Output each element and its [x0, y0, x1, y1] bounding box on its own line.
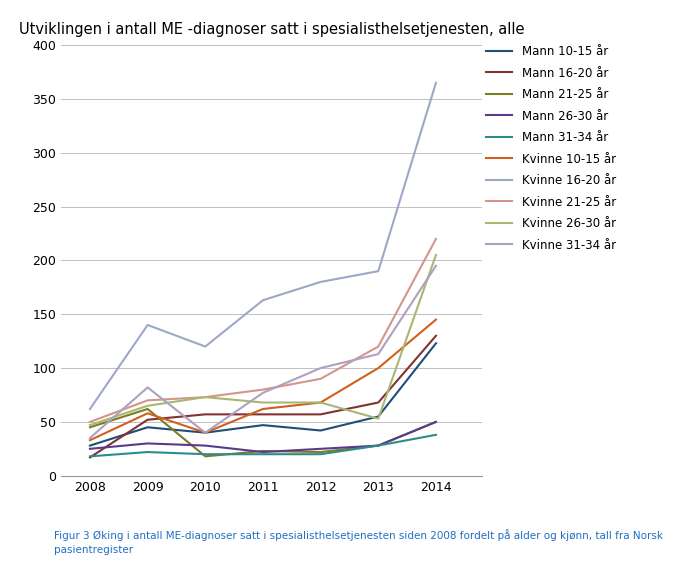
Mann 10-15 år — [201, 429, 209, 436]
Kvinne 21-25 år — [432, 235, 440, 242]
Mann 26-30 år — [143, 440, 151, 447]
Line: Kvinne 21-25 år: Kvinne 21-25 år — [90, 239, 436, 422]
Mann 16-20 år — [86, 454, 94, 461]
Mann 26-30 år — [316, 445, 325, 452]
Kvinne 16-20 år — [374, 268, 382, 275]
Mann 31-34 år — [432, 431, 440, 438]
Title: Utviklingen i antall ME -diagnoser satt i spesialisthelsetjenesten, alle: Utviklingen i antall ME -diagnoser satt … — [19, 22, 524, 37]
Kvinne 10-15 år — [201, 429, 209, 436]
Mann 26-30 år — [259, 449, 267, 455]
Kvinne 31-34 år — [432, 262, 440, 269]
Line: Mann 31-34 år: Mann 31-34 år — [90, 435, 436, 457]
Kvinne 31-34 år — [143, 384, 151, 391]
Line: Mann 10-15 år: Mann 10-15 år — [90, 343, 436, 445]
Kvinne 26-30 år — [143, 403, 151, 409]
Mann 26-30 år — [374, 442, 382, 449]
Mann 21-25 år — [201, 453, 209, 460]
Kvinne 26-30 år — [259, 399, 267, 406]
Mann 16-20 år — [374, 399, 382, 406]
Line: Mann 26-30 år: Mann 26-30 år — [90, 422, 436, 452]
Kvinne 10-15 år — [143, 410, 151, 417]
Kvinne 16-20 år — [259, 297, 267, 303]
Kvinne 16-20 år — [432, 79, 440, 86]
Mann 21-25 år — [143, 405, 151, 412]
Mann 10-15 år — [374, 413, 382, 420]
Line: Mann 16-20 år: Mann 16-20 år — [90, 336, 436, 457]
Legend: Mann 10-15 år, Mann 16-20 år, Mann 21-25 år, Mann 26-30 år, Mann 31-34 år, Kvinn: Mann 10-15 år, Mann 16-20 år, Mann 21-25… — [486, 45, 616, 252]
Mann 31-34 år — [316, 451, 325, 458]
Kvinne 21-25 år — [316, 376, 325, 382]
Mann 16-20 år — [143, 417, 151, 423]
Mann 10-15 år — [259, 422, 267, 428]
Kvinne 16-20 år — [316, 279, 325, 285]
Line: Kvinne 10-15 år: Kvinne 10-15 år — [90, 320, 436, 440]
Kvinne 26-30 år — [316, 399, 325, 406]
Mann 31-34 år — [201, 451, 209, 458]
Mann 16-20 år — [201, 411, 209, 418]
Mann 21-25 år — [374, 442, 382, 449]
Kvinne 16-20 år — [86, 405, 94, 412]
Mann 26-30 år — [432, 418, 440, 425]
Kvinne 21-25 år — [143, 397, 151, 404]
Mann 31-34 år — [259, 451, 267, 458]
Mann 26-30 år — [86, 445, 94, 452]
Kvinne 10-15 år — [259, 405, 267, 412]
Text: Figur 3 Øking i antall ME-diagnoser satt i spesialisthelsetjenesten siden 2008 f: Figur 3 Øking i antall ME-diagnoser satt… — [54, 529, 663, 555]
Kvinne 21-25 år — [374, 343, 382, 350]
Kvinne 10-15 år — [374, 365, 382, 372]
Kvinne 10-15 år — [432, 316, 440, 323]
Mann 10-15 år — [143, 424, 151, 431]
Kvinne 31-34 år — [259, 390, 267, 396]
Kvinne 16-20 år — [143, 321, 151, 328]
Mann 21-25 år — [316, 449, 325, 455]
Kvinne 26-30 år — [374, 415, 382, 422]
Kvinne 21-25 år — [86, 418, 94, 425]
Kvinne 16-20 år — [201, 343, 209, 350]
Mann 16-20 år — [316, 411, 325, 418]
Line: Mann 21-25 år: Mann 21-25 år — [90, 409, 436, 457]
Mann 10-15 år — [86, 442, 94, 449]
Mann 16-20 år — [259, 411, 267, 418]
Mann 21-25 år — [86, 424, 94, 431]
Mann 26-30 år — [201, 442, 209, 449]
Line: Kvinne 26-30 år: Kvinne 26-30 år — [90, 255, 436, 425]
Kvinne 31-34 år — [86, 435, 94, 441]
Kvinne 31-34 år — [374, 351, 382, 358]
Kvinne 21-25 år — [259, 386, 267, 393]
Kvinne 10-15 år — [316, 399, 325, 406]
Kvinne 26-30 år — [432, 252, 440, 258]
Kvinne 31-34 år — [201, 429, 209, 436]
Kvinne 31-34 år — [316, 365, 325, 372]
Line: Kvinne 16-20 år: Kvinne 16-20 år — [90, 83, 436, 409]
Kvinne 10-15 år — [86, 437, 94, 444]
Line: Kvinne 31-34 år: Kvinne 31-34 år — [90, 266, 436, 438]
Mann 31-34 år — [374, 442, 382, 449]
Mann 10-15 år — [316, 427, 325, 434]
Kvinne 26-30 år — [86, 422, 94, 428]
Mann 16-20 år — [432, 332, 440, 339]
Mann 21-25 år — [432, 418, 440, 425]
Mann 10-15 år — [432, 340, 440, 347]
Mann 31-34 år — [143, 449, 151, 455]
Kvinne 21-25 år — [201, 394, 209, 400]
Kvinne 26-30 år — [201, 394, 209, 400]
Mann 21-25 år — [259, 448, 267, 454]
Mann 31-34 år — [86, 453, 94, 460]
